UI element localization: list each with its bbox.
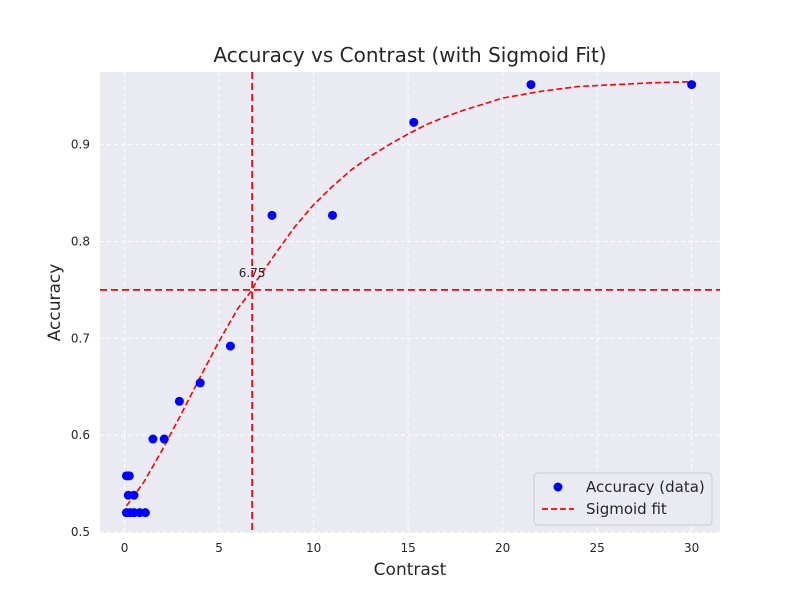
data-point xyxy=(148,434,158,444)
sigmoid-fit-layer xyxy=(125,80,692,507)
x-tick-label: 0 xyxy=(121,541,129,555)
legend-marker-data xyxy=(553,482,563,492)
data-point xyxy=(328,210,337,220)
x-axis-label: Contrast xyxy=(374,560,447,580)
data-point xyxy=(174,396,184,406)
sigmoid-fit-line xyxy=(125,80,692,507)
data-points xyxy=(121,80,697,518)
data-point xyxy=(526,80,536,90)
annotations: 6.75 xyxy=(239,266,266,280)
chart-title: Accuracy vs Contrast (with Sigmoid Fit) xyxy=(213,43,606,67)
data-point xyxy=(129,490,139,500)
data-point xyxy=(687,80,697,90)
data-point xyxy=(267,210,277,220)
data-point xyxy=(225,341,235,351)
y-tick-label: 0.5 xyxy=(71,525,90,539)
data-point xyxy=(409,117,419,127)
reference-lines xyxy=(100,72,720,533)
y-tick-label: 0.8 xyxy=(71,234,90,248)
y-axis-ticks: 0.5 0.6 0.7 0.8 0.9 xyxy=(71,138,90,539)
legend: Accuracy (data) Sigmoid fit xyxy=(533,472,713,526)
legend-box xyxy=(533,472,713,526)
x-tick-label: 30 xyxy=(684,541,699,555)
data-point xyxy=(195,378,205,388)
legend-label-fit: Sigmoid fit xyxy=(586,500,667,518)
y-axis-label: Accuracy xyxy=(45,264,65,342)
data-point xyxy=(124,471,134,481)
legend-label-data: Accuracy (data) xyxy=(586,478,705,496)
x-tick-label: 20 xyxy=(495,541,510,555)
grid xyxy=(100,72,720,533)
y-tick-label: 0.9 xyxy=(71,138,90,152)
data-point xyxy=(140,508,150,518)
plot-area xyxy=(100,72,720,533)
y-tick-label: 0.6 xyxy=(71,428,90,442)
threshold-annotation: 6.75 xyxy=(239,266,266,280)
x-tick-label: 10 xyxy=(306,541,321,555)
x-axis-ticks: 0 5 10 15 20 25 30 xyxy=(121,541,700,555)
x-tick-label: 15 xyxy=(400,541,415,555)
x-tick-label: 25 xyxy=(589,541,604,555)
y-tick-label: 0.7 xyxy=(71,331,90,345)
data-point xyxy=(159,434,169,444)
x-tick-label: 5 xyxy=(215,541,223,555)
